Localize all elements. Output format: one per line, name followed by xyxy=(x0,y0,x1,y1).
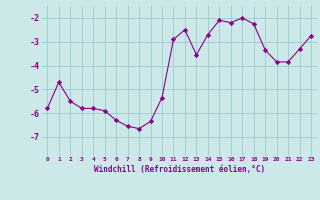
X-axis label: Windchill (Refroidissement éolien,°C): Windchill (Refroidissement éolien,°C) xyxy=(94,165,265,174)
